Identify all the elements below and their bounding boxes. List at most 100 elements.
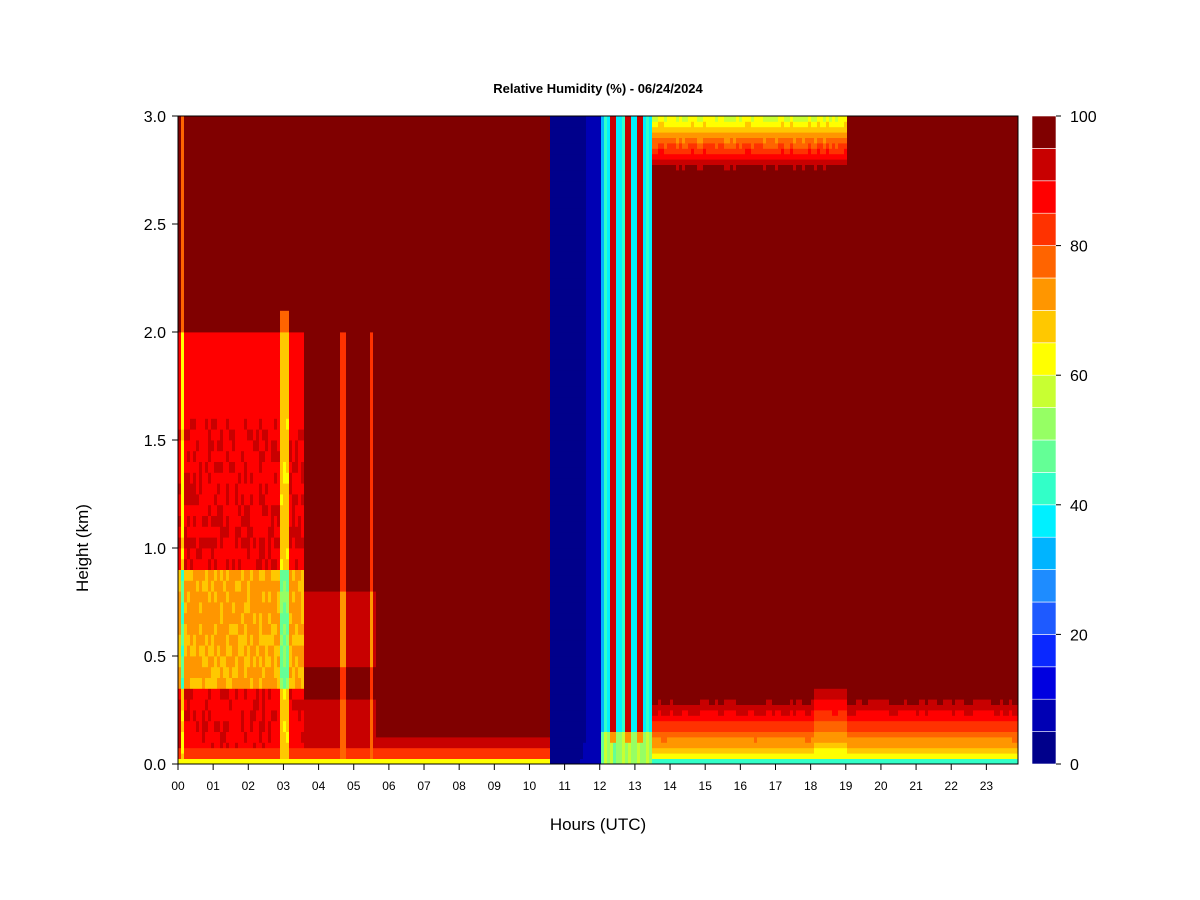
heatmap-cell bbox=[181, 478, 184, 484]
heatmap-cell bbox=[187, 165, 190, 171]
heatmap-cell bbox=[193, 537, 196, 543]
heatmap-cell bbox=[196, 408, 199, 414]
heatmap-cell bbox=[181, 640, 184, 646]
heatmap-cell bbox=[184, 613, 187, 619]
heatmap-cell bbox=[199, 575, 202, 581]
heatmap-cell bbox=[220, 478, 223, 484]
heatmap-cell bbox=[184, 586, 187, 592]
heatmap-cell bbox=[232, 283, 235, 289]
heatmap-cell bbox=[220, 138, 223, 144]
heatmap-cell bbox=[187, 305, 190, 311]
heatmap-cell bbox=[244, 640, 247, 646]
heatmap-cell bbox=[232, 651, 235, 657]
heatmap-cell bbox=[187, 294, 190, 300]
heatmap-cell bbox=[187, 283, 190, 289]
heatmap-cell bbox=[226, 667, 229, 673]
heatmap-cell bbox=[226, 370, 229, 376]
heatmap-cell bbox=[190, 175, 193, 181]
heatmap-cell bbox=[244, 327, 247, 333]
heatmap-cell bbox=[247, 424, 250, 430]
heatmap-cell bbox=[184, 381, 187, 387]
heatmap-cell bbox=[241, 445, 244, 451]
heatmap-cell bbox=[247, 651, 250, 657]
heatmap-cell bbox=[232, 672, 235, 678]
heatmap-cell bbox=[193, 402, 196, 408]
heatmap-cell bbox=[202, 208, 205, 214]
heatmap-cell bbox=[244, 591, 247, 597]
heatmap-cell bbox=[247, 521, 250, 527]
heatmap-cell bbox=[202, 413, 205, 419]
heatmap-cell bbox=[202, 575, 205, 581]
heatmap-cell bbox=[226, 505, 229, 511]
heatmap-cell bbox=[199, 408, 202, 414]
heatmap-cell bbox=[232, 721, 235, 727]
heatmap-cell bbox=[178, 661, 181, 667]
heatmap-cell bbox=[178, 748, 181, 754]
heatmap-cell bbox=[241, 553, 244, 559]
heatmap-cell bbox=[229, 629, 232, 635]
heatmap-cell bbox=[223, 521, 226, 527]
heatmap-cell bbox=[223, 337, 226, 343]
heatmap-cell bbox=[244, 154, 247, 160]
heatmap-cell bbox=[217, 753, 220, 759]
heatmap-cell bbox=[178, 413, 181, 419]
heatmap-cell bbox=[178, 516, 181, 522]
heatmap-cell bbox=[199, 532, 202, 538]
heatmap-cell bbox=[223, 127, 226, 133]
heatmap-cell bbox=[187, 591, 190, 597]
heatmap-cell bbox=[205, 354, 208, 360]
heatmap-cell bbox=[190, 737, 193, 743]
heatmap-cell bbox=[184, 445, 187, 451]
heatmap-cell bbox=[184, 688, 187, 694]
heatmap-cell bbox=[247, 456, 250, 462]
heatmap-cell bbox=[196, 283, 199, 289]
heatmap-cell bbox=[247, 348, 250, 354]
heatmap-cell bbox=[181, 224, 184, 230]
heatmap-cell bbox=[202, 559, 205, 565]
heatmap-cell bbox=[241, 321, 244, 327]
heatmap-cell bbox=[217, 462, 220, 468]
heatmap-cell bbox=[223, 235, 226, 241]
heatmap-cell bbox=[241, 721, 244, 727]
heatmap-cell bbox=[241, 348, 244, 354]
heatmap-cell bbox=[244, 321, 247, 327]
heatmap-cell bbox=[196, 418, 199, 424]
heatmap-cell bbox=[205, 321, 208, 327]
heatmap-cell bbox=[220, 699, 223, 705]
heatmap-cell bbox=[184, 127, 187, 133]
heatmap-cell bbox=[205, 597, 208, 603]
heatmap-cell bbox=[178, 667, 181, 673]
heatmap-cell bbox=[226, 699, 229, 705]
heatmap-cell bbox=[226, 213, 229, 219]
heatmap-cell bbox=[235, 526, 238, 532]
heatmap-cell bbox=[214, 154, 217, 160]
heatmap-cell bbox=[238, 116, 241, 122]
heatmap-cell bbox=[241, 310, 244, 316]
heatmap-cell bbox=[196, 337, 199, 343]
heatmap-cell bbox=[190, 699, 193, 705]
heatmap-cell bbox=[199, 429, 202, 435]
heatmap-cell bbox=[217, 402, 220, 408]
heatmap-cell bbox=[241, 213, 244, 219]
heatmap-cell bbox=[247, 613, 250, 619]
heatmap-cell bbox=[187, 316, 190, 322]
heatmap-cell bbox=[199, 375, 202, 381]
heatmap-cell bbox=[232, 381, 235, 387]
heatmap-cell bbox=[220, 553, 223, 559]
heatmap-cell bbox=[244, 359, 247, 365]
heatmap-cell bbox=[205, 607, 208, 613]
heatmap-cell bbox=[211, 624, 214, 630]
heatmap-cell bbox=[208, 645, 211, 651]
heatmap-cell bbox=[205, 375, 208, 381]
heatmap-cell bbox=[223, 256, 226, 262]
heatmap-cell bbox=[244, 656, 247, 662]
heatmap-cell bbox=[214, 634, 217, 640]
heatmap-cell bbox=[184, 267, 187, 273]
heatmap-cell bbox=[202, 445, 205, 451]
heatmap-cell bbox=[208, 521, 211, 527]
heatmap-cell bbox=[202, 472, 205, 478]
heatmap-cell bbox=[193, 445, 196, 451]
heatmap-cell bbox=[220, 586, 223, 592]
heatmap-cell bbox=[202, 705, 205, 711]
heatmap-cell bbox=[205, 364, 208, 370]
